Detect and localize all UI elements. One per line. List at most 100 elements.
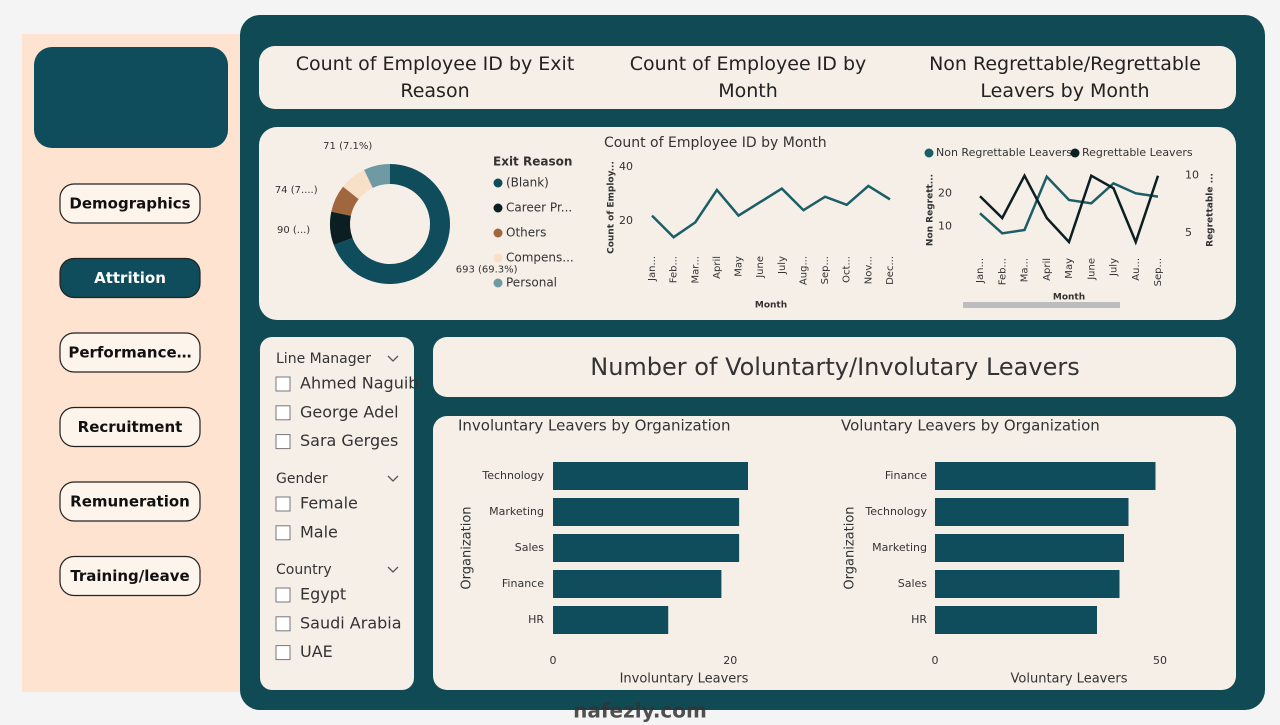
nav-button[interactable]	[59, 183, 201, 224]
nav-label[interactable]: Attrition	[94, 269, 166, 287]
x-tick-label: Au...	[1131, 258, 1142, 281]
slicer-option[interactable]: UAE	[300, 642, 333, 661]
donut-slice	[331, 186, 359, 216]
bar	[935, 462, 1156, 490]
slicer-chevron[interactable]	[387, 355, 399, 362]
section-title: Number of Voluntarty/Involutary Leavers	[590, 353, 1079, 381]
slicer-option[interactable]: Male	[300, 522, 338, 541]
x-tick-label: May	[734, 256, 745, 277]
checkbox[interactable]	[275, 405, 291, 421]
scrollbar	[963, 302, 1120, 308]
legend-title: Exit Reason	[493, 155, 572, 169]
line-series	[651, 184, 891, 239]
legend-swatch	[493, 203, 503, 213]
legend-label: Regrettable Leavers	[1082, 146, 1193, 159]
legend-swatch	[493, 178, 503, 188]
bar	[935, 606, 1097, 634]
y-tick-label: 10	[938, 220, 952, 233]
nav-label[interactable]: Performance…	[68, 344, 191, 362]
x-axis-title: Month	[755, 301, 787, 311]
header-title: Count of Employee ID by Exit Reason	[295, 53, 575, 102]
bar	[935, 570, 1120, 598]
header-card	[259, 46, 1236, 109]
nav-label[interactable]: Training/leave	[70, 567, 189, 585]
slicer-title: Country	[276, 562, 332, 578]
slicer-card	[260, 337, 414, 690]
slicer-chevron[interactable]	[387, 566, 399, 573]
checkbox[interactable]	[275, 496, 291, 512]
legend-swatch	[493, 253, 503, 263]
bar	[553, 498, 740, 526]
nav-button[interactable]	[59, 555, 201, 597]
slicer-option[interactable]: Egypt	[300, 585, 346, 604]
chart-title: Voluntary Leavers by Organization	[841, 417, 1100, 435]
bar	[935, 498, 1129, 526]
legend-swatch	[493, 228, 503, 238]
checkbox[interactable]	[275, 587, 291, 603]
header-frame: Non Regrettable/Regrettable Leavers by M…	[929, 53, 1201, 102]
y-tick-label: Marketing	[489, 505, 544, 518]
y2-tick-label: 10	[1185, 169, 1199, 182]
x-tick-label: Nov...	[863, 256, 874, 284]
y-tick-label: Sales	[898, 577, 928, 590]
x-tick-label: Dec...	[885, 256, 896, 285]
x-tick-label: 20	[723, 654, 737, 667]
y2-axis-title: Regrettable ...	[1206, 173, 1216, 247]
x-tick-label: Mar...	[690, 256, 701, 284]
section-title-card	[433, 337, 1236, 397]
y-tick-label: HR	[911, 613, 927, 626]
bar	[935, 534, 1124, 562]
x-tick-label: Aug...	[798, 256, 809, 285]
x-tick-label: April	[712, 256, 723, 279]
line-series	[979, 173, 1160, 246]
slicer-title: Gender	[276, 471, 328, 487]
x-tick-label: 50	[1153, 654, 1167, 667]
y-axis-title: Count of Employ...	[607, 161, 617, 254]
checkbox[interactable]	[275, 525, 291, 541]
x-tick-label: July	[777, 256, 788, 275]
x-tick-label: 0	[550, 654, 557, 667]
nav-button[interactable]	[59, 406, 201, 448]
slicer-option[interactable]: George Adel	[300, 402, 399, 421]
checkbox[interactable]	[275, 645, 291, 661]
legend-label: Others	[506, 226, 546, 240]
x-tick-label: Ma...	[1020, 258, 1031, 282]
slicer-option[interactable]: Sara Gerges	[300, 431, 398, 450]
header-frame: Count of Employee ID by Month	[630, 53, 867, 102]
nav-label[interactable]: Remuneration	[70, 493, 190, 511]
nav-label[interactable]: Recruitment	[78, 418, 183, 436]
legend-label: Non Regrettable Leavers	[936, 146, 1072, 159]
checkbox[interactable]	[275, 434, 291, 450]
y-tick-label: Technology	[481, 469, 544, 482]
slicer-option[interactable]: Ahmed Naguib	[300, 374, 418, 393]
y-axis-title: Non Regrett...	[926, 174, 936, 246]
donut-slice	[364, 164, 390, 188]
checkbox[interactable]	[275, 616, 291, 632]
y-axis-title: Organization	[843, 506, 858, 589]
line-series	[979, 174, 1159, 235]
y-tick-label: Finance	[502, 577, 544, 590]
donut-slice	[343, 169, 373, 200]
chart-title: Involuntary Leavers by Organization	[458, 417, 730, 435]
slicer-chevron[interactable]	[387, 475, 399, 482]
x-axis-title: Involuntary Leavers	[620, 672, 749, 687]
bar	[553, 462, 748, 490]
legend-swatch	[493, 278, 503, 288]
slicer-option[interactable]: Saudi Arabia	[300, 613, 402, 632]
slicer-option[interactable]: Female	[300, 494, 358, 513]
y2-tick-label: 5	[1185, 226, 1192, 239]
nav-label[interactable]: Demographics	[69, 195, 190, 213]
checkbox[interactable]	[275, 376, 291, 392]
data-label: 90 (...)	[277, 225, 310, 236]
x-axis-title: Voluntary Leavers	[1011, 672, 1128, 687]
nav-button[interactable]	[59, 481, 201, 522]
nav-button[interactable]	[59, 332, 201, 373]
nav-button[interactable]	[59, 257, 201, 299]
y-tick-label: Sales	[515, 541, 545, 554]
watermark: nafezly.com	[573, 699, 707, 723]
y-tick-label: Finance	[885, 469, 927, 482]
x-tick-label: July	[1109, 258, 1120, 277]
logo-box	[34, 47, 228, 148]
